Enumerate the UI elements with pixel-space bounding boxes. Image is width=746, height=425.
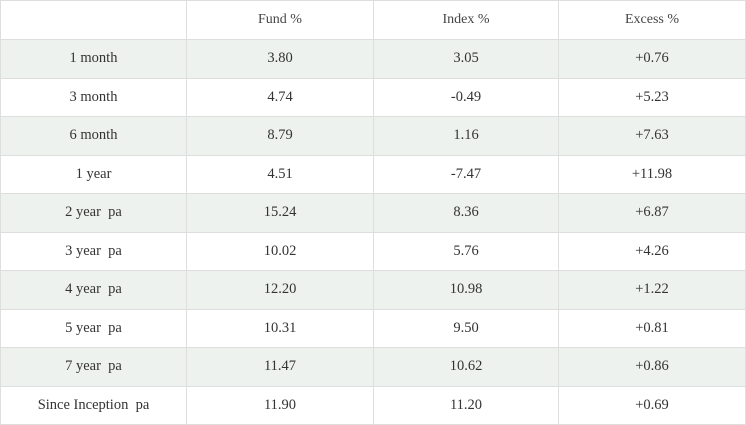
excess-percent-cell: +0.81 — [558, 308, 746, 348]
index-percent-cell: 5.76 — [373, 231, 559, 271]
table-row: 5 year pa 10.31 9.50 +0.81 — [0, 308, 746, 348]
period-cell: 5 year pa — [0, 308, 187, 348]
table-row: Since Inception pa 11.90 11.20 +0.69 — [0, 385, 746, 425]
header-period — [0, 0, 187, 40]
period-cell: 2 year pa — [0, 193, 187, 233]
period-cell: 3 year pa — [0, 231, 187, 271]
header-index-percent: Index % — [373, 0, 559, 40]
fund-percent-cell: 12.20 — [186, 270, 374, 310]
fund-percent-cell: 15.24 — [186, 193, 374, 233]
index-percent-cell: 3.05 — [373, 39, 559, 79]
header-excess-percent: Excess % — [558, 0, 746, 40]
period-cell: 7 year pa — [0, 347, 187, 387]
index-percent-cell: 11.20 — [373, 385, 559, 425]
period-cell: 4 year pa — [0, 270, 187, 310]
table-row: 2 year pa 15.24 8.36 +6.87 — [0, 193, 746, 233]
fund-percent-cell: 4.74 — [186, 77, 374, 117]
fund-percent-cell: 4.51 — [186, 154, 374, 194]
excess-percent-cell: +11.98 — [558, 154, 746, 194]
index-percent-cell: 10.98 — [373, 270, 559, 310]
index-percent-cell: 8.36 — [373, 193, 559, 233]
table-row: 1 year 4.51 -7.47 +11.98 — [0, 154, 746, 194]
fund-percent-cell: 11.47 — [186, 347, 374, 387]
excess-percent-cell: +1.22 — [558, 270, 746, 310]
excess-percent-cell: +0.69 — [558, 385, 746, 425]
excess-percent-cell: +0.76 — [558, 39, 746, 79]
excess-percent-cell: +5.23 — [558, 77, 746, 117]
header-fund-percent: Fund % — [186, 0, 374, 40]
index-percent-cell: 1.16 — [373, 116, 559, 156]
fund-percent-cell: 8.79 — [186, 116, 374, 156]
fund-percent-cell: 10.02 — [186, 231, 374, 271]
table-row: 6 month 8.79 1.16 +7.63 — [0, 116, 746, 156]
index-percent-cell: -0.49 — [373, 77, 559, 117]
table-body: 1 month 3.80 3.05 +0.76 3 month 4.74 -0.49 +5.2… — [0, 39, 746, 425]
excess-percent-cell: +6.87 — [558, 193, 746, 233]
index-percent-cell: -7.47 — [373, 154, 559, 194]
excess-percent-cell: +7.63 — [558, 116, 746, 156]
table-row: 3 year pa 10.02 5.76 +4.26 — [0, 231, 746, 271]
period-cell: 3 month — [0, 77, 187, 117]
index-percent-cell: 9.50 — [373, 308, 559, 348]
table-row: 4 year pa 12.20 10.98 +1.22 — [0, 270, 746, 310]
period-cell: 6 month — [0, 116, 187, 156]
period-cell: 1 month — [0, 39, 187, 79]
fund-percent-cell: 11.90 — [186, 385, 374, 425]
period-cell: Since Inception pa — [0, 385, 187, 425]
period-cell: 1 year — [0, 154, 187, 194]
excess-percent-cell: +4.26 — [558, 231, 746, 271]
table-row: 3 month 4.74 -0.49 +5.23 — [0, 77, 746, 117]
table-header: Fund % Index % Excess % — [0, 0, 746, 40]
table-row: 7 year pa 11.47 10.62 +0.86 — [0, 347, 746, 387]
fund-percent-cell: 10.31 — [186, 308, 374, 348]
table-row: 1 month 3.80 3.05 +0.76 — [0, 39, 746, 79]
index-percent-cell: 10.62 — [373, 347, 559, 387]
fund-percent-cell: 3.80 — [186, 39, 374, 79]
header-row: Fund % Index % Excess % — [0, 0, 746, 40]
excess-percent-cell: +0.86 — [558, 347, 746, 387]
